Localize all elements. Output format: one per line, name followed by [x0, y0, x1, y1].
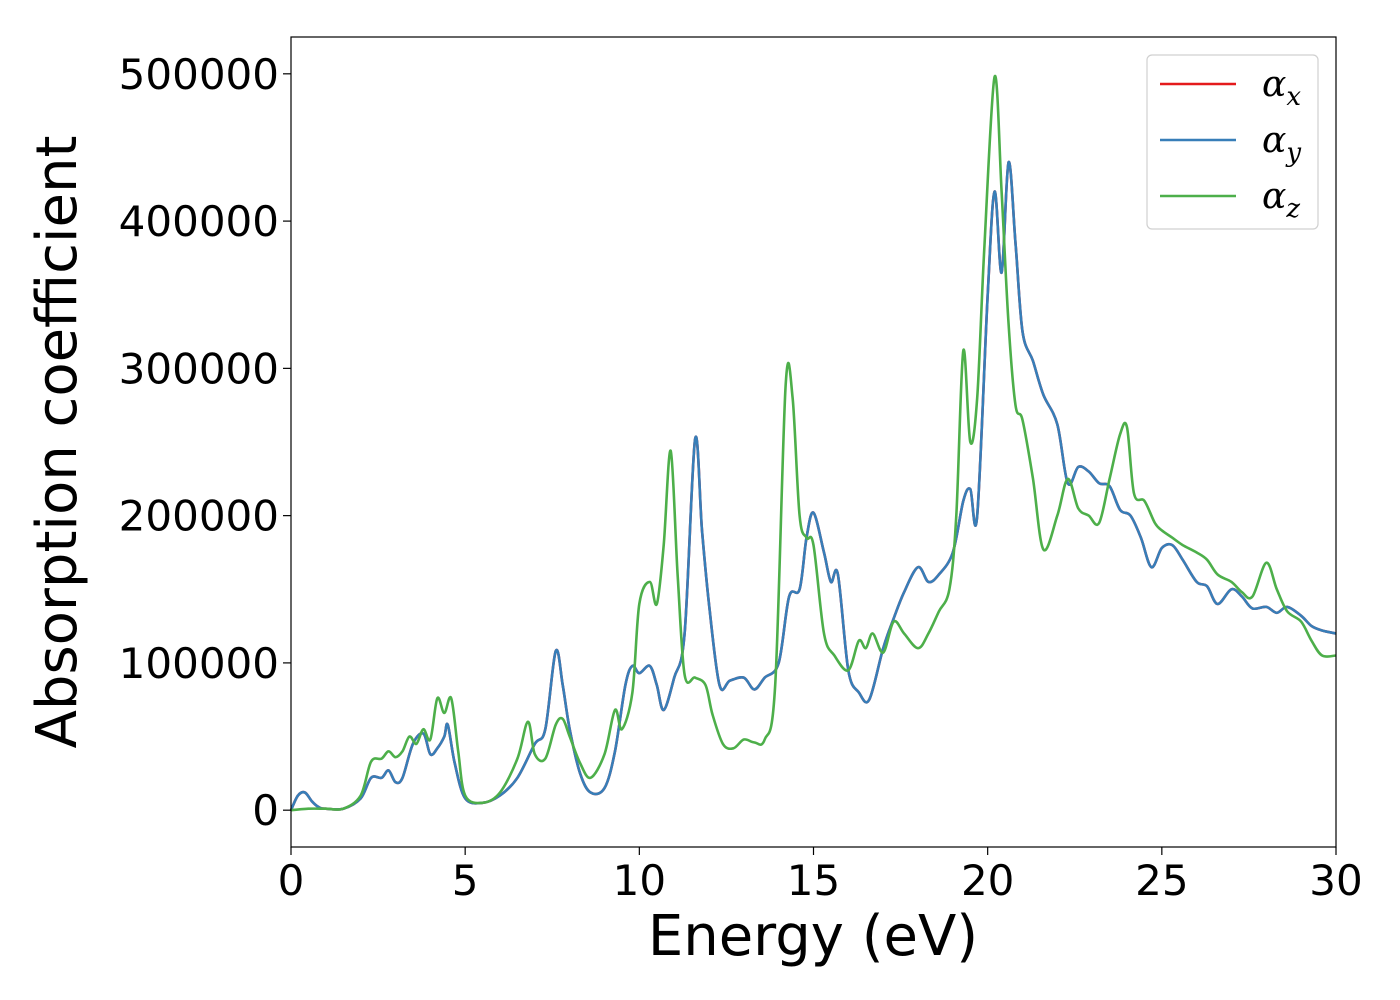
- series-line-alpha-y: [289, 160, 1337, 811]
- x-tick-label: 5: [452, 856, 479, 905]
- series-layer: [289, 74, 1337, 812]
- x-tick-label: 15: [787, 856, 840, 905]
- y-tick-label: 0: [252, 786, 279, 835]
- y-tick-label: 100000: [119, 639, 279, 688]
- x-axis-label: Energy (eV): [648, 904, 978, 969]
- series-line-alpha-x: [289, 160, 1337, 811]
- x-tick-label: 25: [1135, 856, 1188, 905]
- series-line-alpha-z: [290, 74, 1337, 812]
- x-tick-label: 20: [961, 856, 1014, 905]
- y-tick-label: 300000: [119, 344, 279, 393]
- legend-box: [1146, 54, 1319, 230]
- y-axis: 0 100000 200000 300000 400000 500000: [119, 50, 291, 835]
- x-tick-label: 30: [1309, 856, 1362, 905]
- y-axis-label: Absorption coefficient: [25, 136, 90, 749]
- x-tick-label: 10: [613, 856, 666, 905]
- x-tick-label: 0: [278, 856, 305, 905]
- y-tick-label: 400000: [119, 197, 279, 246]
- x-axis: 0 5 10 15 20 25 30: [278, 847, 1363, 905]
- y-tick-label: 500000: [119, 50, 279, 99]
- y-tick-label: 200000: [119, 492, 279, 541]
